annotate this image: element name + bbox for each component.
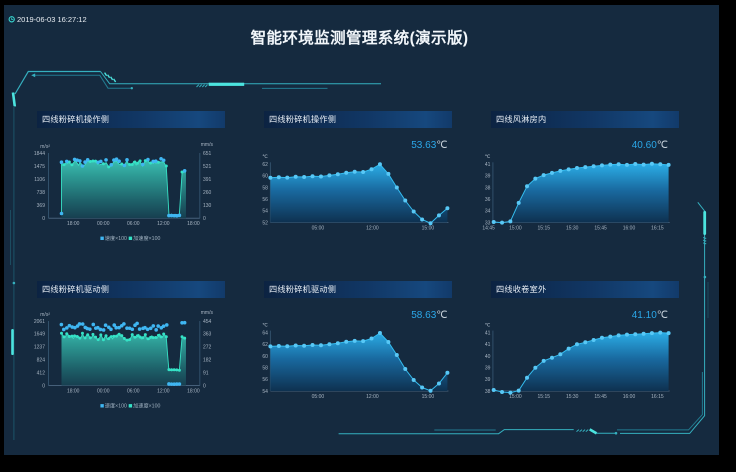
svg-text:15:00: 15:00 — [509, 394, 522, 400]
svg-text:62: 62 — [262, 342, 268, 348]
svg-text:℃: ℃ — [485, 322, 491, 328]
svg-text:412: 412 — [37, 370, 46, 376]
svg-text:41: 41 — [485, 330, 491, 336]
svg-text:454: 454 — [203, 319, 212, 325]
svg-text:16:00: 16:00 — [623, 225, 636, 231]
svg-text:38: 38 — [485, 389, 491, 395]
svg-text:12:00: 12:00 — [366, 225, 379, 231]
svg-text:0: 0 — [42, 383, 45, 389]
svg-text:1844: 1844 — [34, 151, 45, 157]
svg-text:15:00: 15:00 — [422, 394, 435, 400]
svg-text:91: 91 — [203, 370, 209, 376]
svg-text:58: 58 — [262, 365, 268, 371]
svg-text:33: 33 — [485, 220, 491, 226]
svg-text:05:00: 05:00 — [312, 394, 325, 400]
svg-text:15:00: 15:00 — [509, 225, 522, 231]
svg-text:06:00: 06:00 — [127, 221, 140, 227]
svg-text:速度×100: 速度×100 — [105, 401, 127, 409]
svg-text:62: 62 — [262, 162, 268, 168]
svg-text:1475: 1475 — [34, 164, 45, 170]
svg-text:16:15: 16:15 — [651, 225, 664, 231]
svg-text:1237: 1237 — [34, 345, 45, 351]
svg-text:m/s²: m/s² — [40, 312, 50, 318]
svg-text:m/s²: m/s² — [40, 144, 50, 150]
svg-text:41: 41 — [485, 162, 491, 168]
svg-text:加速度×100: 加速度×100 — [133, 234, 160, 242]
svg-text:34: 34 — [485, 209, 491, 215]
svg-text:369: 369 — [37, 203, 46, 209]
svg-text:12:00: 12:00 — [157, 221, 170, 227]
svg-text:14:45: 14:45 — [482, 225, 495, 231]
svg-text:52: 52 — [262, 220, 268, 226]
svg-text:00:00: 00:00 — [97, 221, 110, 227]
svg-text:速度×100: 速度×100 — [105, 234, 127, 242]
svg-text:41: 41 — [485, 342, 491, 348]
svg-text:56: 56 — [262, 197, 268, 203]
svg-text:15:30: 15:30 — [566, 394, 579, 400]
svg-text:54: 54 — [262, 209, 268, 215]
svg-text:39: 39 — [485, 174, 491, 180]
svg-text:15:45: 15:45 — [594, 225, 607, 231]
svg-text:56: 56 — [262, 377, 268, 383]
svg-text:12:00: 12:00 — [366, 394, 379, 400]
svg-text:651: 651 — [203, 151, 212, 157]
svg-text:363: 363 — [203, 332, 212, 338]
svg-text:182: 182 — [203, 358, 212, 364]
svg-text:15:30: 15:30 — [566, 225, 579, 231]
svg-text:15:45: 15:45 — [594, 394, 607, 400]
svg-text:39: 39 — [485, 365, 491, 371]
svg-text:521: 521 — [203, 164, 212, 170]
svg-text:1649: 1649 — [34, 332, 45, 338]
svg-text:℃: ℃ — [485, 154, 491, 160]
svg-text:mm/s: mm/s — [201, 310, 214, 316]
svg-text:272: 272 — [203, 345, 212, 351]
svg-text:36: 36 — [485, 197, 491, 203]
svg-text:18:00: 18:00 — [187, 221, 200, 227]
svg-text:00:00: 00:00 — [97, 389, 110, 395]
svg-text:0: 0 — [203, 216, 206, 222]
svg-text:05:00: 05:00 — [312, 225, 325, 231]
svg-text:38: 38 — [485, 185, 491, 191]
svg-text:18:00: 18:00 — [67, 389, 80, 395]
svg-text:824: 824 — [37, 358, 46, 364]
svg-text:58.63℃: 58.63℃ — [411, 310, 447, 321]
svg-text:64: 64 — [262, 330, 268, 336]
svg-text:54: 54 — [262, 389, 268, 395]
svg-text:0: 0 — [42, 216, 45, 222]
svg-text:60: 60 — [262, 174, 268, 180]
svg-text:40.60℃: 40.60℃ — [632, 140, 668, 151]
svg-text:16:00: 16:00 — [623, 394, 636, 400]
svg-text:15:15: 15:15 — [538, 394, 551, 400]
svg-text:加速度×100: 加速度×100 — [133, 401, 160, 409]
svg-text:06:00: 06:00 — [127, 389, 140, 395]
svg-text:130: 130 — [203, 203, 212, 209]
svg-text:15:15: 15:15 — [538, 225, 551, 231]
svg-text:1106: 1106 — [34, 177, 45, 183]
svg-text:391: 391 — [203, 177, 212, 183]
svg-text:℃: ℃ — [262, 322, 268, 328]
svg-text:0: 0 — [203, 383, 206, 389]
svg-text:40: 40 — [485, 354, 491, 360]
svg-text:15:00: 15:00 — [422, 225, 435, 231]
svg-text:16:15: 16:15 — [651, 394, 664, 400]
svg-text:mm/s: mm/s — [201, 142, 214, 148]
svg-text:53.63℃: 53.63℃ — [411, 140, 447, 151]
svg-text:2061: 2061 — [34, 319, 45, 325]
svg-text:18:00: 18:00 — [67, 221, 80, 227]
svg-text:738: 738 — [37, 190, 46, 196]
svg-text:41.10℃: 41.10℃ — [632, 310, 668, 321]
svg-text:℃: ℃ — [262, 154, 268, 160]
svg-text:260: 260 — [203, 190, 212, 196]
svg-text:18:00: 18:00 — [187, 389, 200, 395]
svg-text:39: 39 — [485, 377, 491, 383]
svg-text:58: 58 — [262, 185, 268, 191]
svg-text:12:00: 12:00 — [157, 389, 170, 395]
svg-text:60: 60 — [262, 354, 268, 360]
